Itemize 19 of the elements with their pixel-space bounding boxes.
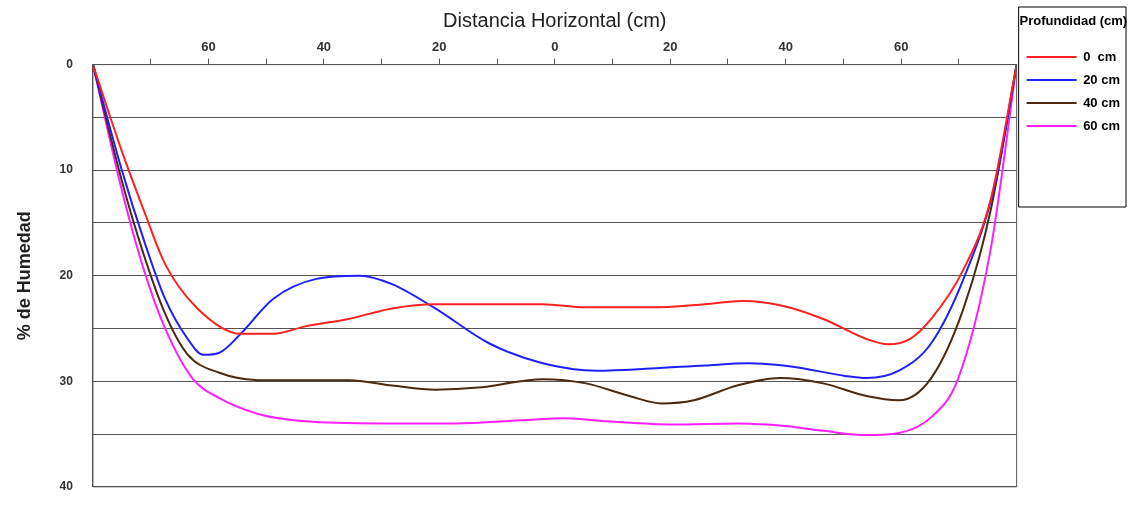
y-tick-label: 30 bbox=[59, 373, 74, 388]
legend-title: Profundidad (cm) bbox=[1019, 13, 1128, 29]
x-tick-label: 40 bbox=[316, 39, 332, 55]
x-tick-label: 60 bbox=[201, 39, 216, 55]
y-tick-label: 0 bbox=[66, 56, 74, 71]
x-tick-label: 20 bbox=[663, 39, 678, 55]
legend-label: 60 cm bbox=[1083, 117, 1121, 133]
x-tick-label: 20 bbox=[432, 39, 447, 55]
x-tick-label: 40 bbox=[778, 39, 793, 55]
legend-label: 0 cm bbox=[1083, 48, 1117, 64]
legend-label: 20 cm bbox=[1083, 71, 1121, 87]
legend-label: 40 cm bbox=[1083, 94, 1121, 110]
x-tick-label: 60 bbox=[893, 39, 909, 55]
y-tick-label: 20 bbox=[59, 268, 74, 283]
y-axis-title: % de Humedad bbox=[13, 211, 34, 341]
y-tick-label: 10 bbox=[59, 162, 74, 177]
x-axis-title: Distancia Horizontal (cm) bbox=[443, 8, 667, 31]
x-tick-label: 0 bbox=[551, 39, 559, 55]
y-tick-label: 40 bbox=[59, 479, 74, 494]
